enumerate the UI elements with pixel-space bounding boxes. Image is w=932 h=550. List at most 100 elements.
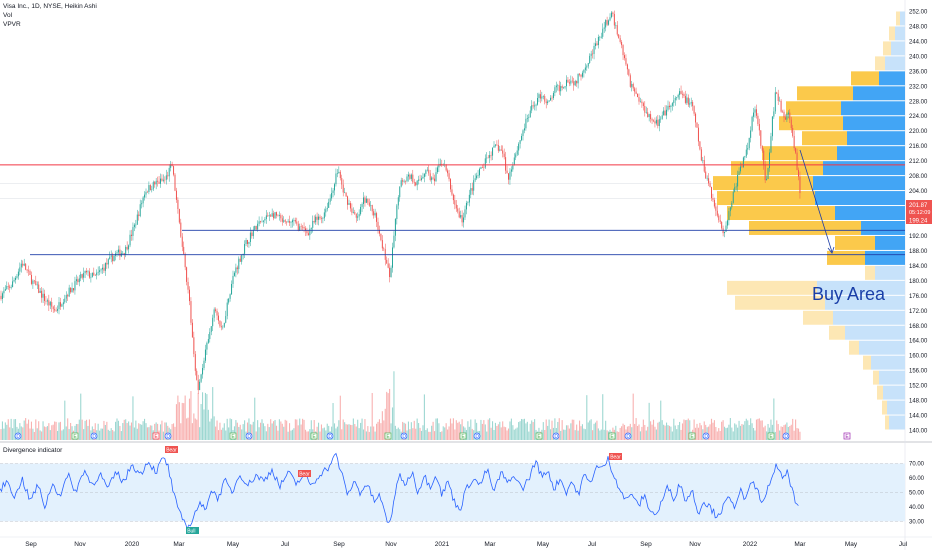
volume-bar [449,418,452,440]
candle-body [77,279,79,283]
earnings-marker [229,432,237,440]
volume-bar [523,418,525,440]
dividend-marker [782,432,790,440]
time-axis-label: Mar [173,541,185,548]
volume-bar [650,421,652,440]
volume-bar [790,424,792,440]
volume-bar [83,429,85,440]
candle-body [696,122,698,128]
candle-body [397,197,399,206]
time-axis[interactable]: Sep Nov 2020 Mar May Jul Sep Nov 2021 Mar May Jul Se… [25,541,907,548]
volume-bar [474,419,476,440]
volume-bar [399,429,401,440]
candle-body [721,221,723,229]
candle-body [615,25,617,26]
candle-body [452,194,454,201]
candle-body [668,105,670,108]
vpvr-down-bar [882,400,887,415]
volume-bar [722,420,724,440]
candle-body [555,85,557,88]
candle-body [494,144,496,146]
candle-body [154,182,156,185]
vpvr-down-bar [875,56,885,71]
volume-bar [544,429,546,440]
volume-bar [294,419,296,440]
bull-divergence-tag-label: Bull [187,528,195,534]
candle-body [619,38,621,42]
candle-body [769,152,770,168]
volume-legend[interactable]: Vol [3,12,13,19]
volume-bar [361,418,363,440]
volume-bar [180,423,182,440]
volume-bar [708,426,710,440]
volume-bar [352,418,354,440]
volume-bar [339,395,341,440]
candle-body [648,114,650,118]
candle-body [486,157,488,159]
candle-body [483,167,485,169]
volume-bar [565,425,568,440]
candle-body [509,171,511,180]
volume-bar [299,418,301,440]
candle-body [73,288,74,291]
candle-body [422,176,424,179]
candle-body [492,147,494,156]
volume-bar [381,411,383,440]
volume-bar [683,419,685,440]
candle-body [597,36,599,46]
candle-body [629,75,631,87]
candle-body [526,118,528,119]
candle-body [9,286,11,288]
time-axis-label: Nov [385,541,397,548]
candle-body [550,97,552,101]
oscillator-axis-label: 30.00 [909,519,925,525]
volume-bar [771,424,773,440]
candle-body [299,226,301,231]
volume-bar [558,418,560,440]
volume-bar [86,419,88,440]
candle-body [570,80,572,84]
candle-body [183,246,185,254]
candle-body [773,111,775,117]
volume-bar [689,420,691,440]
candle-body [84,270,86,273]
vpvr-down-bar [877,385,883,400]
candle-body [302,226,304,228]
volume-bar [323,427,325,440]
candle-body [718,215,720,221]
volume-bar [203,409,205,440]
candle-body [650,114,652,120]
volume-bar [41,431,43,440]
candle-body [184,253,186,268]
time-axis-label: May [537,541,550,548]
volume-bar [28,419,30,440]
volume-bar [184,395,186,440]
candle-body [436,167,438,173]
volume-bar [616,431,618,440]
volume-bar [629,423,631,440]
candle-body [510,169,512,172]
volume-bar [199,427,201,440]
vpvr-legend[interactable]: VPVR [3,21,21,28]
volume-bar [564,429,566,440]
oscillator-title[interactable]: Divergence indicator [3,447,63,454]
candle-body [306,230,308,234]
volume-bar [268,427,270,440]
candle-body [666,109,668,116]
volume-bar [742,424,744,440]
volume-bar [621,426,623,440]
candle-body [690,102,692,104]
volume-bar [571,419,573,440]
symbol-legend[interactable]: Visa Inc., 1D, NYSE, Heikin Ashi [3,3,97,10]
candle-body [771,116,773,137]
vpvr-up-bar [843,116,905,131]
volume-bar [6,424,8,440]
vpvr-up-bar [883,385,905,400]
price-axis-label: 144.00 [909,414,928,420]
candle-body [231,283,233,295]
candle-body [255,225,257,230]
price-axis-label: 168.00 [909,324,928,330]
earnings-marker [767,432,775,440]
volume-bar [554,418,556,440]
